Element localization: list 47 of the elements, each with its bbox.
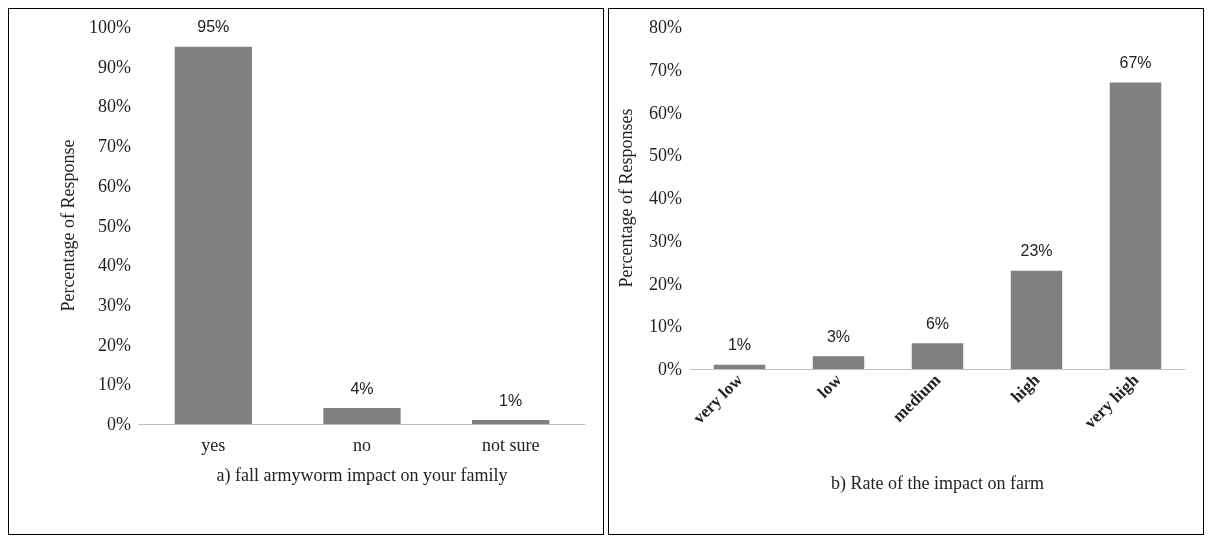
data-label: 3% xyxy=(826,327,851,345)
data-label: 6% xyxy=(925,314,950,332)
x-tick-label: not sure xyxy=(481,435,540,455)
y-tick-label: 50% xyxy=(649,145,682,166)
x-tick-label: yes xyxy=(201,435,226,455)
y-tick-label: 100% xyxy=(89,17,131,37)
x-axis-title: a) fall armyworm impact on your family xyxy=(216,465,508,486)
bar xyxy=(1010,270,1063,369)
y-tick-label: 40% xyxy=(649,188,682,208)
x-tick-label: high xyxy=(1007,369,1044,407)
data-label: 67% xyxy=(1119,54,1152,72)
y-tick-label: 50% xyxy=(98,215,131,236)
bar xyxy=(911,343,964,369)
y-tick-label: 90% xyxy=(98,56,131,77)
bar xyxy=(1109,82,1162,369)
x-tick-label: very high xyxy=(1080,369,1143,433)
y-tick-label: 70% xyxy=(649,59,682,80)
x-tick-label: very low xyxy=(689,369,747,428)
y-axis-title: Percentage of Response xyxy=(58,139,78,312)
data-label: 4% xyxy=(350,379,374,397)
y-tick-label: 60% xyxy=(649,102,682,123)
y-tick-label: 30% xyxy=(98,294,131,315)
data-label: 1% xyxy=(499,391,523,409)
bar xyxy=(472,420,550,424)
data-label: 1% xyxy=(727,336,752,354)
y-tick-label: 70% xyxy=(98,136,131,157)
y-tick-label: 0% xyxy=(658,359,682,379)
y-tick-label: 30% xyxy=(649,230,682,251)
bar xyxy=(174,46,252,424)
y-tick-label: 20% xyxy=(649,273,682,294)
y-tick-label: 80% xyxy=(649,17,682,37)
y-axis-title: Percentage of Responses xyxy=(616,108,636,288)
y-tick-label: 40% xyxy=(98,255,131,276)
x-axis-title: b) Rate of the impact on farm xyxy=(831,473,1044,494)
bar xyxy=(812,356,865,369)
y-tick-label: 80% xyxy=(98,96,131,117)
bar xyxy=(323,408,401,424)
y-tick-label: 10% xyxy=(649,316,682,337)
y-tick-label: 20% xyxy=(98,334,131,355)
bar xyxy=(713,364,766,369)
data-label: 23% xyxy=(1020,242,1053,260)
x-tick-label: no xyxy=(353,435,371,455)
y-tick-label: 10% xyxy=(98,374,131,395)
y-tick-label: 60% xyxy=(98,175,131,196)
data-label: 95% xyxy=(197,18,230,36)
x-tick-label: low xyxy=(813,369,846,402)
y-tick-label: 0% xyxy=(107,414,131,434)
